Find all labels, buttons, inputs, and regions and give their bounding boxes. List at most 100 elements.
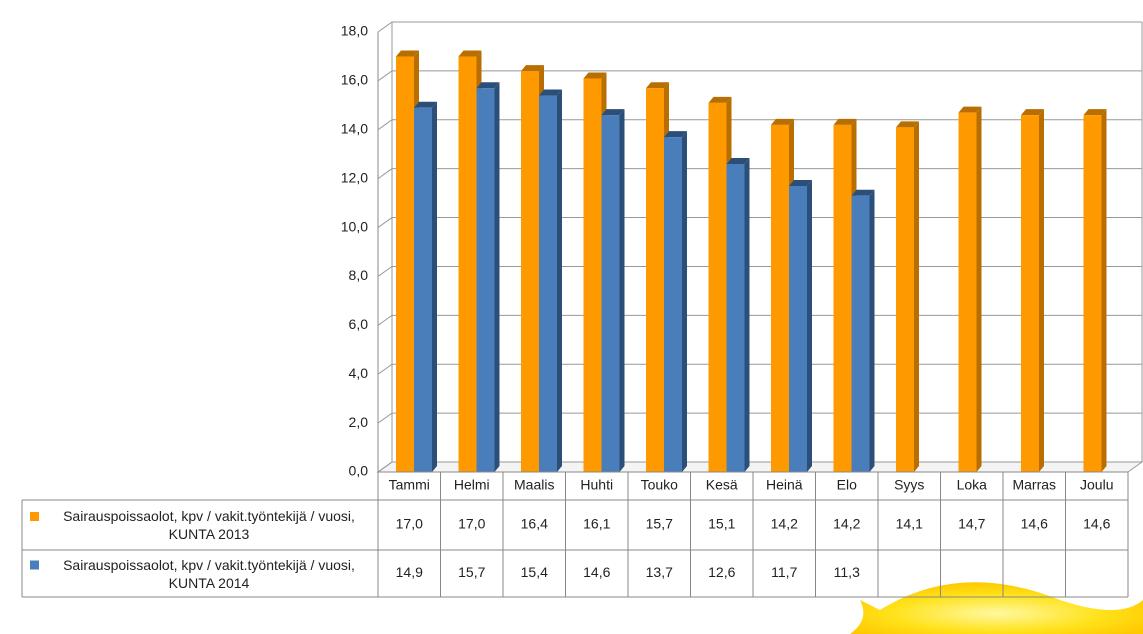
value-label: 15,1 [708,516,735,532]
x-tick-label: Elo [837,477,857,493]
bar-side [914,121,919,472]
x-tick-label: Tammi [389,477,430,493]
value-label: 14,1 [896,516,923,532]
grid-line [377,412,1142,424]
bar-top [1021,109,1044,116]
bar [414,107,432,473]
value-label: 15,7 [646,516,673,532]
bar [708,102,727,472]
bar-top [1083,109,1107,116]
grid-line [377,461,1142,473]
bar-top [414,101,437,108]
x-tick-label: Maalis [514,477,554,493]
bar-top [396,50,419,57]
bar-top [771,118,794,125]
legend-label: Sairauspoissaolot, kpv / vakit.työntekij… [63,556,355,591]
legend-label: Sairauspoissaolot, kpv / vakit.työntekij… [63,508,355,542]
bar [1021,115,1039,472]
bar-side [494,82,500,472]
bar [539,95,557,473]
value-label: 11,7 [771,564,797,580]
bar-side [869,189,875,472]
value-label: 14,7 [958,516,985,532]
legend-marker [30,560,39,570]
bar [396,56,414,472]
bar [726,164,745,472]
value-label: 16,1 [583,516,610,532]
value-label: 14,6 [583,564,610,580]
bar [583,78,602,472]
bar [521,71,539,472]
value-label: 16,4 [521,516,548,532]
bar-side [1039,109,1044,472]
value-label: 11,3 [834,564,860,580]
bar-side [807,180,812,472]
bar-top [896,121,919,128]
bar-top [476,82,500,89]
bar-side [682,131,687,472]
y-tick-label: 16,0 [341,72,368,88]
grid-line [377,70,1142,82]
bar-top [664,131,687,138]
value-label: 17,0 [396,516,423,532]
y-tick-label: 4,0 [349,365,369,381]
bar [458,56,477,472]
grid-line [377,265,1142,277]
y-tick-label: 0,0 [349,463,369,479]
bar [476,88,495,472]
bar [664,137,682,472]
decoration [850,582,1143,634]
y-tick-label: 18,0 [341,23,368,39]
bar-top [789,180,812,186]
bar [833,124,852,472]
bar [789,186,807,472]
grid-line [377,363,1142,375]
bar-top [458,50,482,57]
bar [851,195,870,472]
value-label: 15,7 [458,564,485,580]
value-label: 14,6 [1021,516,1048,532]
bar-top [726,158,750,164]
grid-line [377,217,1142,228]
y-tick-label: 14,0 [341,120,368,136]
bar-top [646,82,669,89]
y-tick-label: 8,0 [349,267,369,283]
bar-side [432,101,437,473]
grid-line [377,21,1142,33]
y-tick-label: 10,0 [341,218,368,234]
x-tick-label: Loka [957,477,988,493]
x-tick-label: Syys [894,477,924,493]
bar [1083,115,1102,472]
bar-side [744,158,750,472]
x-tick-label: Marras [1012,477,1056,493]
value-label: 17,0 [458,516,485,532]
value-label: 13,7 [646,564,673,580]
bar [646,88,664,472]
grid-line [377,168,1142,180]
bar [896,127,914,472]
bar [958,112,977,473]
legend-marker [30,512,39,521]
grid-line [377,119,1142,131]
y-tick-label: 2,0 [349,414,369,430]
bar-side [619,109,625,472]
value-label: 14,2 [833,516,860,532]
grid-line [377,314,1142,326]
bar [601,115,620,472]
value-label: 14,9 [396,564,423,580]
bar-side [976,106,982,473]
value-label: 15,4 [521,564,548,580]
y-tick-label: 6,0 [349,316,369,332]
x-tick-label: Helmi [454,477,490,493]
bar-top [521,65,544,72]
x-tick-label: Touko [641,477,679,493]
x-tick-label: Kesä [706,477,738,493]
bar-top [539,89,562,96]
bar-side [1101,109,1107,472]
bar [771,124,789,472]
bar-top [958,106,982,113]
value-label: 14,2 [771,516,798,532]
value-label: 12,6 [708,564,735,580]
